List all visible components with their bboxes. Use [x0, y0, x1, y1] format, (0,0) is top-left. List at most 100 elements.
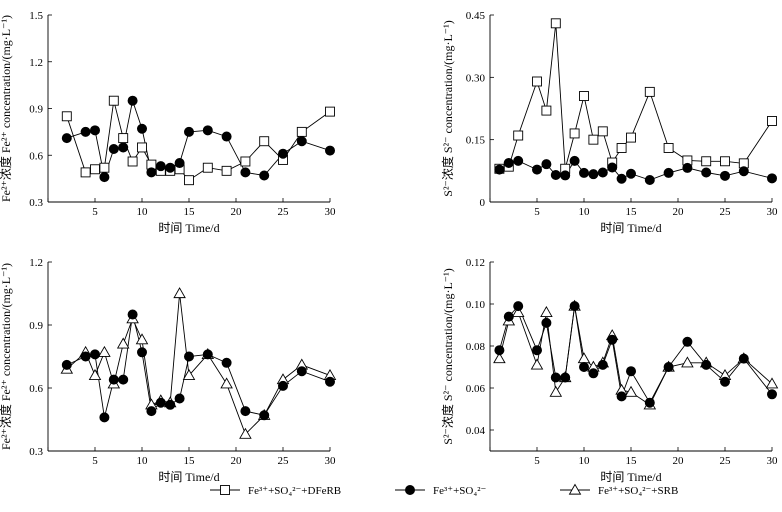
x-tick-label: 25: [278, 455, 290, 467]
data-point-square: [127, 156, 138, 167]
data-point-triangle: [98, 345, 111, 357]
x-axis-title: 时间 Time/d: [158, 221, 219, 235]
data-point-circle: [165, 162, 176, 173]
y-tick-label: 0.6: [29, 150, 43, 162]
data-point-circle: [541, 159, 552, 170]
data-point-circle: [560, 372, 571, 383]
legend-entry: Fe³⁺+SO₄²⁻: [395, 484, 487, 497]
data-point-circle: [221, 131, 232, 142]
data-point-square: [767, 116, 777, 126]
data-point-square: [184, 175, 194, 186]
legend: Fe³⁺+SO₄²⁻+DFeRB Fe³⁺+SO₄²⁻ Fe³⁺+SO₄²⁻+SRB: [210, 483, 678, 497]
x-axis-title: 时间 Time/d: [600, 221, 661, 235]
x-tick-label: 15: [184, 455, 196, 467]
data-point-circle: [99, 412, 110, 423]
data-point-square: [99, 162, 110, 173]
x-tick-label: 10: [137, 455, 149, 467]
x-tick-label: 5: [92, 455, 98, 467]
x-axis-title: 时间 Time/d: [600, 470, 661, 484]
data-point-circle: [607, 162, 618, 173]
x-tick-label: 30: [767, 206, 779, 218]
data-point-circle: [155, 397, 166, 408]
data-point-circle: [579, 167, 590, 178]
y-tick-label: 1.5: [29, 10, 43, 22]
chart-top-left: 5 10 15 20 25 30 0.3 0.6 0.9 1.2 1.5 时间 Time/d Fe²⁺浓…: [0, 10, 336, 235]
y-tick-label: 0.10: [466, 299, 486, 311]
data-point-circle: [767, 173, 778, 184]
y-axis-title: S²⁻浓度 S²⁻ concentration/(mg·L⁻¹): [440, 20, 455, 196]
x-tick-label: 30: [325, 206, 337, 218]
data-point-circle: [569, 155, 580, 166]
data-point-circle: [127, 95, 138, 106]
data-point-square: [296, 126, 307, 137]
data-point-square: [108, 95, 119, 106]
x-tick-label: 10: [579, 206, 591, 218]
legend-label: Fe³⁺+SO₄²⁻+SRB: [598, 485, 678, 497]
x-tick-label: 25: [720, 206, 732, 218]
data-point-square: [644, 86, 655, 97]
y-axis-title: S²⁻浓度 S²⁻ concentration/(mg·L⁻¹): [440, 268, 455, 444]
data-point-circle: [541, 317, 552, 328]
legend-entry: Fe³⁺+SO₄²⁻+DFeRB: [210, 485, 341, 497]
y-tick-label: 0.04: [466, 425, 486, 437]
x-tick-label: 25: [720, 455, 732, 467]
data-point-circle: [616, 391, 627, 402]
data-point-triangle: [681, 356, 694, 368]
y-tick-label: 0: [480, 197, 486, 209]
data-point-square: [221, 165, 232, 176]
data-point-circle: [136, 123, 147, 134]
data-point-triangle: [765, 377, 779, 389]
data-point-circle: [118, 374, 129, 385]
y-tick-label: 0.9: [29, 320, 43, 332]
y-tick-label: 0.3: [29, 197, 43, 209]
x-tick-label: 5: [534, 455, 540, 467]
data-point-triangle: [116, 337, 130, 349]
data-point-circle: [738, 166, 749, 177]
data-point-circle: [569, 301, 580, 312]
x-tick-label: 5: [534, 206, 540, 218]
x-tick-label: 20: [231, 206, 243, 218]
data-point-triangle: [182, 368, 196, 380]
data-point-circle: [183, 351, 194, 362]
data-point-circle: [663, 167, 674, 178]
data-point-circle: [720, 170, 731, 181]
data-point-square: [202, 162, 213, 173]
data-point-circle: [90, 349, 101, 360]
data-point-square: [61, 111, 72, 122]
data-point-square: [118, 133, 129, 144]
data-point-square: [701, 156, 712, 167]
data-point-circle: [165, 399, 176, 410]
data-point-circle: [221, 357, 232, 368]
legend-marker-triangle: [568, 483, 582, 495]
y-tick-label: 1.2: [29, 257, 43, 269]
data-point-triangle: [530, 358, 544, 370]
data-point-square: [550, 18, 561, 29]
data-point-circle: [240, 406, 251, 417]
data-point-square: [541, 105, 552, 116]
data-point-circle: [90, 125, 101, 136]
data-point-circle: [61, 133, 72, 144]
data-point-circle: [663, 361, 674, 372]
y-tick-label: 0.08: [466, 341, 486, 353]
data-point-square: [80, 167, 91, 178]
data-point-circle: [738, 353, 749, 364]
data-point-square: [720, 156, 730, 167]
data-point-triangle: [220, 377, 233, 389]
data-point-circle: [259, 170, 270, 181]
data-point-circle: [560, 170, 571, 181]
data-point-circle: [136, 347, 147, 358]
data-point-circle: [513, 301, 524, 312]
chart-top-right: 5 10 15 20 25 30 0 0.15 0.30 0.45 时间 Time/d S²⁻浓度 S…: [440, 10, 778, 235]
data-point-circle: [80, 351, 91, 362]
data-point-circle: [202, 125, 213, 136]
data-point-triangle: [173, 287, 186, 299]
data-point-square: [259, 136, 270, 147]
data-point-circle: [588, 368, 599, 379]
data-point-circle: [494, 345, 505, 356]
data-point-triangle: [511, 305, 525, 317]
data-point-circle: [503, 157, 514, 168]
data-point-circle: [767, 389, 778, 400]
x-tick-label: 25: [278, 206, 290, 218]
x-axis-title: 时间 Time/d: [158, 470, 219, 484]
data-point-circle: [324, 145, 335, 156]
